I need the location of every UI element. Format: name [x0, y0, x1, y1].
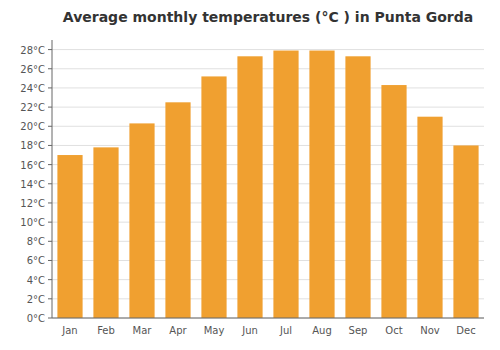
y-tick [48, 107, 52, 108]
y-tick-label: 18°C [20, 140, 45, 151]
x-tick-label: Mar [133, 325, 153, 336]
y-tick [48, 279, 52, 280]
bar [57, 155, 82, 318]
x-axis-line [52, 318, 484, 319]
y-tick-label: 28°C [20, 45, 45, 56]
y-tick-label: 0°C [27, 313, 45, 324]
x-tick-label: Feb [97, 325, 115, 336]
x-tick-label: Nov [420, 325, 440, 336]
x-tick-label: Sep [349, 325, 368, 336]
y-axis-line [52, 40, 53, 318]
y-tick [48, 183, 52, 184]
bar [309, 51, 334, 318]
y-tick [48, 298, 52, 299]
y-tick-label: 2°C [27, 294, 45, 305]
x-tick-label: Oct [385, 325, 402, 336]
y-tick-label: 22°C [20, 102, 45, 113]
grid-line [52, 68, 484, 69]
bar [93, 147, 118, 318]
y-tick-label: 24°C [20, 83, 45, 94]
y-tick-label: 10°C [20, 217, 45, 228]
grid-line [52, 49, 484, 50]
grid [52, 50, 484, 318]
grid-line [52, 107, 484, 108]
x-tick-label: Jul [279, 325, 292, 336]
x-tick-label: Dec [456, 325, 475, 336]
x-tick-label: Apr [169, 325, 187, 336]
x-tick-label: May [204, 325, 225, 336]
y-tick [48, 87, 52, 88]
y-tick-label: 26°C [20, 64, 45, 75]
y-tick-label: 14°C [20, 179, 45, 190]
chart: Average monthly temperatures (°C ) in Pu… [0, 0, 500, 350]
bar [165, 102, 190, 318]
grid-line [52, 318, 484, 319]
y-tick [48, 222, 52, 223]
title: Average monthly temperatures (°C ) in Pu… [63, 9, 473, 25]
y-tick [48, 145, 52, 146]
bar [417, 117, 442, 318]
y-tick-label: 20°C [20, 121, 45, 132]
y-tick [48, 202, 52, 203]
y-tick [48, 68, 52, 69]
y-tick [48, 241, 52, 242]
bar [129, 123, 154, 318]
y-tick [48, 126, 52, 127]
bar [273, 51, 298, 318]
y-tick-label: 6°C [27, 255, 45, 266]
chart-container: Average monthly temperatures (°C ) in Pu… [0, 0, 500, 350]
bar [381, 85, 406, 318]
y-tick [48, 260, 52, 261]
y-tick [48, 164, 52, 165]
bar [345, 56, 370, 318]
bar [201, 76, 226, 318]
y-tick-label: 4°C [27, 275, 45, 286]
grid-line [52, 87, 484, 88]
x-tick-label: Aug [312, 325, 332, 336]
bar [237, 56, 262, 318]
y-tick [48, 49, 52, 50]
x-tick-label: Jun [241, 325, 258, 336]
y-tick-label: 16°C [20, 160, 45, 171]
y-tick [48, 318, 52, 319]
bar [453, 145, 478, 318]
y-tick-label: 8°C [27, 236, 45, 247]
x-tick-label: Jan [61, 325, 77, 336]
y-tick-label: 12°C [20, 198, 45, 209]
bars [57, 51, 478, 318]
